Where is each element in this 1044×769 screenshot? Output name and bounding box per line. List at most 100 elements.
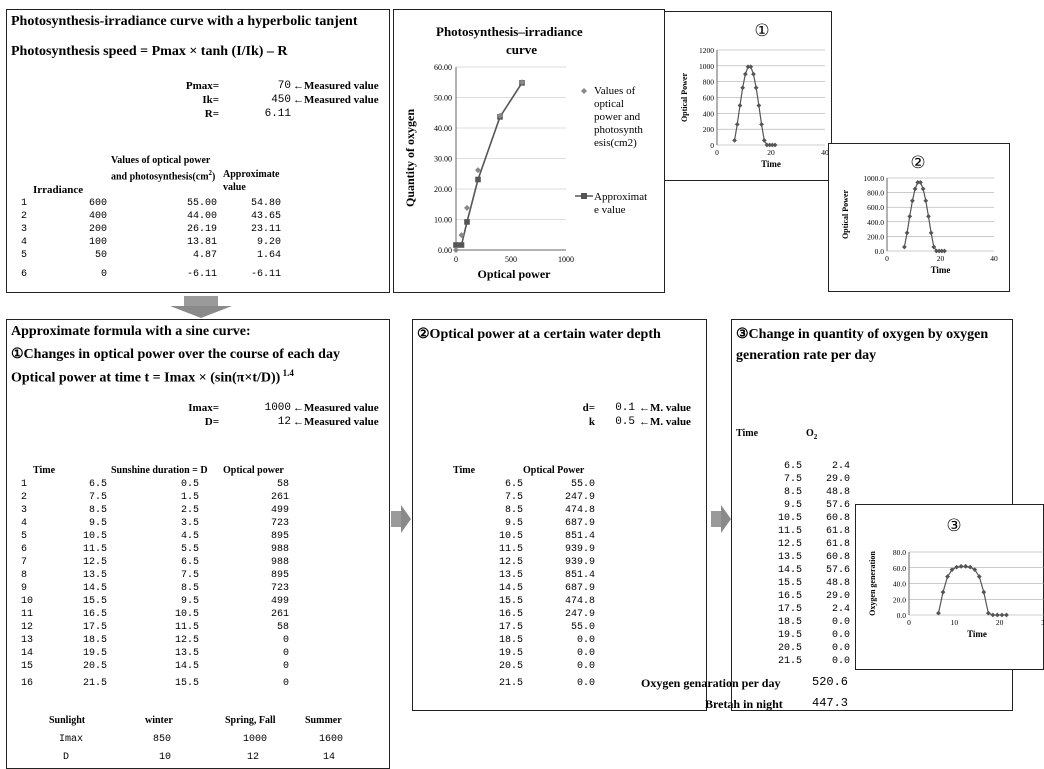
sine-subtitle: ①Changes in optical power over the cours… bbox=[11, 347, 340, 362]
data-point bbox=[751, 71, 756, 77]
cell-approx: 9.20 bbox=[256, 237, 281, 248]
row-index: 4 bbox=[21, 237, 28, 248]
data-point-approx bbox=[458, 242, 465, 248]
cell-time: 15.5 bbox=[82, 596, 107, 607]
x-tick-label: 30 bbox=[1041, 618, 1044, 627]
col-time-header: Time bbox=[453, 465, 476, 476]
cell-o2: 0.0 bbox=[831, 617, 850, 628]
cell-optical-power: 474.8 bbox=[564, 596, 595, 607]
y-axis-label: Optical Power bbox=[680, 73, 689, 123]
row-index: 13 bbox=[21, 635, 34, 646]
data-point bbox=[910, 198, 915, 204]
row-index: 1 bbox=[21, 198, 28, 209]
data-point-approx bbox=[475, 176, 481, 183]
cell-time: 16.5 bbox=[777, 591, 802, 602]
cell-time: 19.5 bbox=[777, 630, 802, 641]
night-breath-label: Bretah in night bbox=[705, 697, 783, 711]
cell-approx: 43.65 bbox=[250, 211, 281, 222]
param-note: ←Measured value bbox=[293, 402, 379, 414]
y-tick-label: 40.0 bbox=[893, 580, 906, 589]
row-index: 2 bbox=[21, 492, 28, 503]
cell-optical-power: 499 bbox=[270, 505, 289, 516]
cell-time: 11.5 bbox=[82, 544, 107, 555]
data-point bbox=[737, 103, 743, 108]
cell-optical-power: 0 bbox=[282, 678, 289, 689]
y-tick-label: 800.0 bbox=[867, 189, 884, 198]
cell-optical-power: 723 bbox=[270, 518, 289, 529]
cell-optical-power: 0.0 bbox=[576, 678, 595, 689]
col-optical-power-header: Optical Power bbox=[523, 465, 585, 476]
series-line bbox=[937, 565, 1007, 616]
cell-time: 19.5 bbox=[498, 648, 523, 659]
row-index: 3 bbox=[21, 505, 28, 516]
col-sunshine-header: Sunshine duration = D bbox=[111, 465, 208, 476]
y-tick-label: 0.0 bbox=[897, 611, 907, 620]
param-value: 0.1 bbox=[615, 402, 635, 414]
cell-approx: 54.80 bbox=[250, 198, 281, 209]
cell-o2: 2.4 bbox=[831, 461, 850, 472]
param-value: 0.5 bbox=[615, 416, 635, 428]
cell-time: 11.5 bbox=[777, 526, 802, 537]
cell-optical-power: 55.0 bbox=[570, 479, 595, 490]
col-approx-header: Approximate value bbox=[223, 169, 280, 193]
data-point bbox=[901, 244, 907, 250]
cell-time: 6.5 bbox=[504, 479, 523, 490]
x-axis-label: Time bbox=[761, 159, 781, 169]
y-tick-label: 20.0 bbox=[893, 595, 906, 604]
y-axis-label: Optical Power bbox=[841, 190, 850, 240]
data-point bbox=[734, 121, 740, 127]
water-depth-title: ②Optical power at a certain water depth bbox=[417, 327, 661, 342]
data-point bbox=[945, 574, 950, 579]
down-arrow-icon bbox=[170, 296, 232, 318]
cell-time: 19.5 bbox=[82, 648, 107, 659]
data-point bbox=[769, 142, 775, 148]
x-tick-label: 0 bbox=[454, 255, 458, 264]
row-index: 3 bbox=[21, 224, 28, 235]
cell-value: 13.81 bbox=[186, 237, 217, 248]
param-name: D= bbox=[204, 416, 219, 428]
panel-pi-formula: Photosynthesis speed = Pmax × tanh (I/Ik… bbox=[11, 44, 288, 59]
data-point bbox=[958, 563, 964, 569]
cell-sunshine: 3.5 bbox=[180, 518, 199, 529]
param-name: Ik= bbox=[202, 94, 219, 106]
cell-o2: 48.8 bbox=[825, 578, 850, 589]
row-index: 14 bbox=[21, 648, 34, 659]
y-tick-label: 80.0 bbox=[893, 548, 906, 557]
cell-time: 7.5 bbox=[783, 474, 802, 485]
data-point bbox=[934, 248, 939, 254]
data-point bbox=[967, 564, 973, 570]
cell-time: 20.5 bbox=[82, 661, 107, 672]
data-point bbox=[740, 85, 746, 91]
cell-optical-power: 939.9 bbox=[564, 557, 595, 568]
data-point-approx bbox=[464, 219, 470, 225]
cell-time: 21.5 bbox=[777, 656, 802, 667]
cell-value: 44.00 bbox=[186, 211, 217, 222]
cell-time: 16.5 bbox=[82, 609, 107, 620]
data-point bbox=[745, 64, 751, 70]
cell-optical-power: 939.9 bbox=[564, 544, 595, 555]
param-value: 70 bbox=[277, 80, 291, 92]
panel-pi-chart: Photosynthesis–irradiance curve 60.00 50.… bbox=[393, 9, 665, 293]
data-point bbox=[928, 230, 934, 236]
param-value: 450 bbox=[271, 94, 291, 106]
season-header-cell: Spring, Fall bbox=[225, 715, 276, 726]
cell-optical-power: 474.8 bbox=[564, 505, 595, 516]
row-index: 6 bbox=[21, 269, 28, 280]
y-tick-label: 40.00 bbox=[434, 124, 452, 133]
data-point bbox=[954, 564, 959, 570]
cell-time: 8.5 bbox=[88, 505, 107, 516]
cell-sunshine: 11.5 bbox=[174, 622, 199, 633]
data-point-approx bbox=[453, 242, 459, 248]
param-name: R= bbox=[204, 108, 219, 120]
data-point bbox=[981, 589, 987, 595]
cell-sunshine: 0.5 bbox=[180, 479, 199, 490]
cell-optical-power: 0.0 bbox=[576, 661, 595, 672]
x-tick-label: 0 bbox=[907, 618, 911, 627]
season-imax-cell: 1600 bbox=[319, 734, 344, 745]
season-imax-cell: Imax bbox=[59, 734, 84, 745]
data-point-measured bbox=[519, 79, 525, 86]
data-point bbox=[748, 64, 754, 70]
cell-sunshine: 15.5 bbox=[174, 678, 199, 689]
data-point bbox=[949, 567, 955, 573]
y-tick-label: 400 bbox=[703, 109, 715, 118]
